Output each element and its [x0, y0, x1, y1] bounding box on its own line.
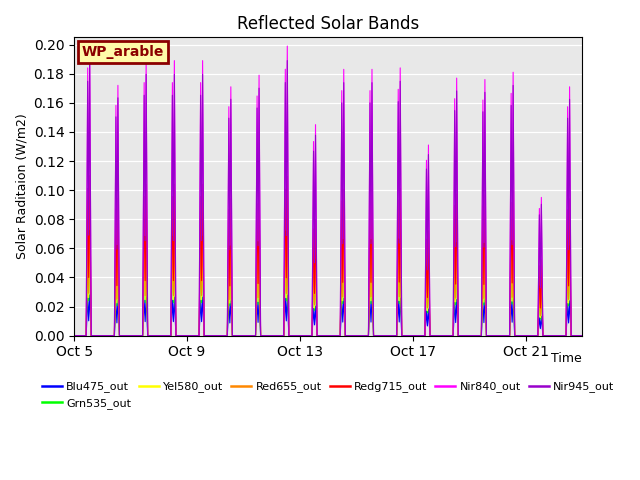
Red655_out [70, 333, 78, 338]
Grn535_out [579, 333, 586, 338]
Red655_out [387, 333, 394, 338]
Yel580_out [387, 333, 394, 338]
Grn535_out [578, 333, 586, 338]
Line: Nir945_out: Nir945_out [74, 59, 582, 336]
Line: Grn535_out: Grn535_out [74, 240, 582, 336]
Nir945_out [70, 333, 78, 338]
Title: Reflected Solar Bands: Reflected Solar Bands [237, 15, 419, 33]
Red655_out [212, 333, 220, 338]
Redg715_out [578, 333, 586, 338]
Blu475_out [378, 333, 385, 338]
Nir840_out [70, 333, 78, 338]
Nir945_out [530, 333, 538, 338]
Text: WP_arable: WP_arable [82, 45, 164, 59]
Redg715_out [530, 333, 538, 338]
Red655_out [378, 333, 385, 338]
Grn535_out [86, 237, 93, 242]
Grn535_out [212, 333, 220, 338]
Grn535_out [378, 333, 385, 338]
Nir945_out [578, 333, 586, 338]
Line: Redg715_out: Redg715_out [74, 176, 582, 336]
Red655_out [179, 333, 187, 338]
Nir840_out [212, 333, 220, 338]
Line: Blu475_out: Blu475_out [74, 295, 582, 336]
Nir840_out [530, 333, 538, 338]
Red655_out [86, 216, 93, 222]
Nir840_out [179, 333, 187, 338]
Blu475_out [530, 333, 538, 338]
Legend: Blu475_out, Grn535_out, Yel580_out, Red655_out, Redg715_out, Nir840_out, Nir945_: Blu475_out, Grn535_out, Yel580_out, Red6… [37, 377, 619, 413]
Nir945_out [579, 333, 586, 338]
Nir840_out [578, 333, 586, 338]
Redg715_out [86, 173, 93, 179]
Blu475_out [70, 333, 78, 338]
Grn535_out [387, 333, 394, 338]
Line: Red655_out: Red655_out [74, 219, 582, 336]
Blu475_out [212, 333, 220, 338]
Nir945_out [378, 333, 385, 338]
Redg715_out [179, 333, 187, 338]
Yel580_out [86, 228, 93, 234]
Blu475_out [578, 333, 586, 338]
Yel580_out [578, 333, 586, 338]
Blu475_out [179, 333, 187, 338]
Nir840_out [378, 333, 385, 338]
Line: Yel580_out: Yel580_out [74, 231, 582, 336]
Nir840_out [86, 42, 93, 48]
Yel580_out [530, 333, 538, 338]
Line: Nir840_out: Nir840_out [74, 45, 582, 336]
Y-axis label: Solar Raditaion (W/m2): Solar Raditaion (W/m2) [15, 114, 28, 259]
Grn535_out [179, 333, 187, 338]
Nir945_out [212, 333, 220, 338]
Blu475_out [387, 333, 394, 338]
Nir840_out [579, 333, 586, 338]
Yel580_out [212, 333, 220, 338]
Redg715_out [212, 333, 220, 338]
Nir945_out [387, 333, 394, 338]
Redg715_out [378, 333, 385, 338]
Yel580_out [579, 333, 586, 338]
Yel580_out [70, 333, 78, 338]
Yel580_out [378, 333, 385, 338]
Nir945_out [179, 333, 187, 338]
Grn535_out [530, 333, 538, 338]
Redg715_out [70, 333, 78, 338]
Blu475_out [579, 333, 586, 338]
Nir840_out [387, 333, 394, 338]
Redg715_out [387, 333, 394, 338]
Text: Time: Time [552, 352, 582, 365]
Red655_out [578, 333, 586, 338]
Red655_out [579, 333, 586, 338]
Blu475_out [86, 292, 93, 298]
Yel580_out [179, 333, 187, 338]
Red655_out [530, 333, 538, 338]
Nir945_out [86, 56, 93, 62]
Grn535_out [70, 333, 78, 338]
Redg715_out [579, 333, 586, 338]
